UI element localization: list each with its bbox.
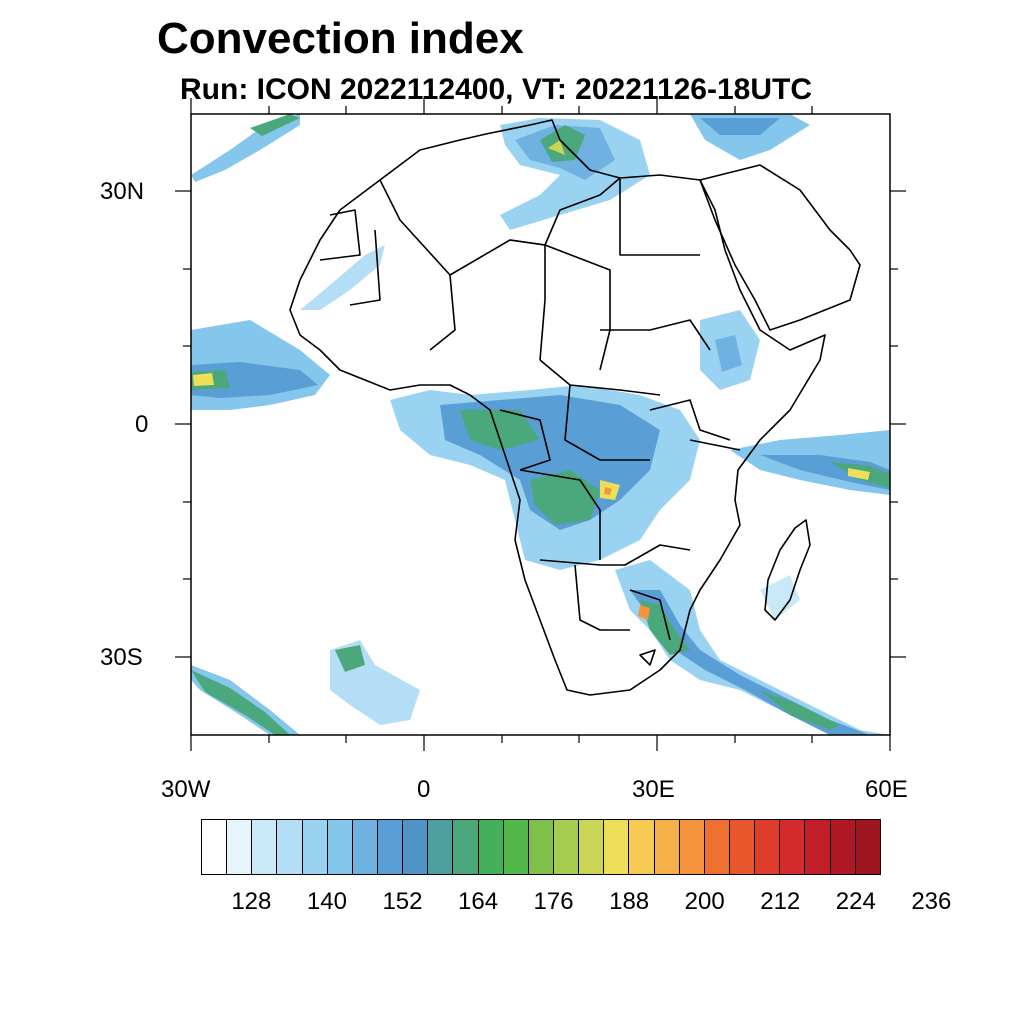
coastlines-and-borders (289, 119, 861, 696)
lon-label-30w: 30W (161, 776, 211, 803)
colorbar-tick-label: 164 (458, 888, 499, 915)
colorbar-tick-label: 140 (306, 888, 347, 915)
lon-label-30e: 30E (632, 776, 675, 803)
lat-label-0: 0 (135, 411, 149, 438)
colorbar (201, 819, 881, 875)
lat-label-30s: 30S (100, 644, 143, 671)
chart-subtitle: Run: ICON 2022112400, VT: 20221126-18UTC (180, 73, 813, 106)
colorbar-swatch (704, 820, 730, 874)
colorbar-swatch (327, 820, 353, 874)
colorbar-swatch (604, 820, 630, 874)
lon-label-0: 0 (417, 776, 431, 803)
lon-label-60e: 60E (865, 776, 908, 803)
chart-title: Convection index (157, 14, 524, 63)
colorbar-tick-label: 128 (231, 888, 272, 915)
lat-label-30n: 30N (100, 178, 145, 205)
colorbar-swatch (478, 820, 504, 874)
colorbar-swatch (352, 820, 378, 874)
colorbar-swatch (654, 820, 680, 874)
colorbar-swatch (729, 820, 756, 874)
colorbar-swatch (629, 820, 655, 874)
colorbar-swatch (503, 820, 529, 874)
colorbar-swatch (679, 820, 705, 874)
axis-ticks (175, 98, 906, 751)
colorbar-tick-label: 188 (609, 888, 650, 915)
convection-field (191, 114, 890, 735)
colorbar-swatch (428, 820, 454, 874)
colorbar-swatch (528, 820, 554, 874)
colorbar-swatch (855, 820, 880, 874)
colorbar-swatch (755, 820, 781, 874)
colorbar-tick-label: 200 (684, 888, 725, 915)
colorbar-tick-label: 176 (533, 888, 574, 915)
colorbar-swatch (805, 820, 831, 874)
colorbar-tick-label: 224 (835, 888, 876, 915)
colorbar-swatch (202, 820, 228, 874)
colorbar-swatch (403, 820, 429, 874)
colorbar-swatch (377, 820, 404, 874)
colorbar-swatch (302, 820, 328, 874)
colorbar-tick-label: 152 (382, 888, 423, 915)
colorbar-swatch (252, 820, 278, 874)
colorbar-swatch (579, 820, 605, 874)
colorbar-swatch (553, 820, 580, 874)
colorbar-swatch (830, 820, 856, 874)
colorbar-swatch (453, 820, 479, 874)
map-canvas (175, 98, 906, 751)
colorbar-swatch (227, 820, 253, 874)
colorbar-tick-label: 236 (911, 888, 952, 915)
colorbar-swatch (277, 820, 303, 874)
colorbar-swatch (780, 820, 806, 874)
colorbar-tick-label: 212 (760, 888, 801, 915)
